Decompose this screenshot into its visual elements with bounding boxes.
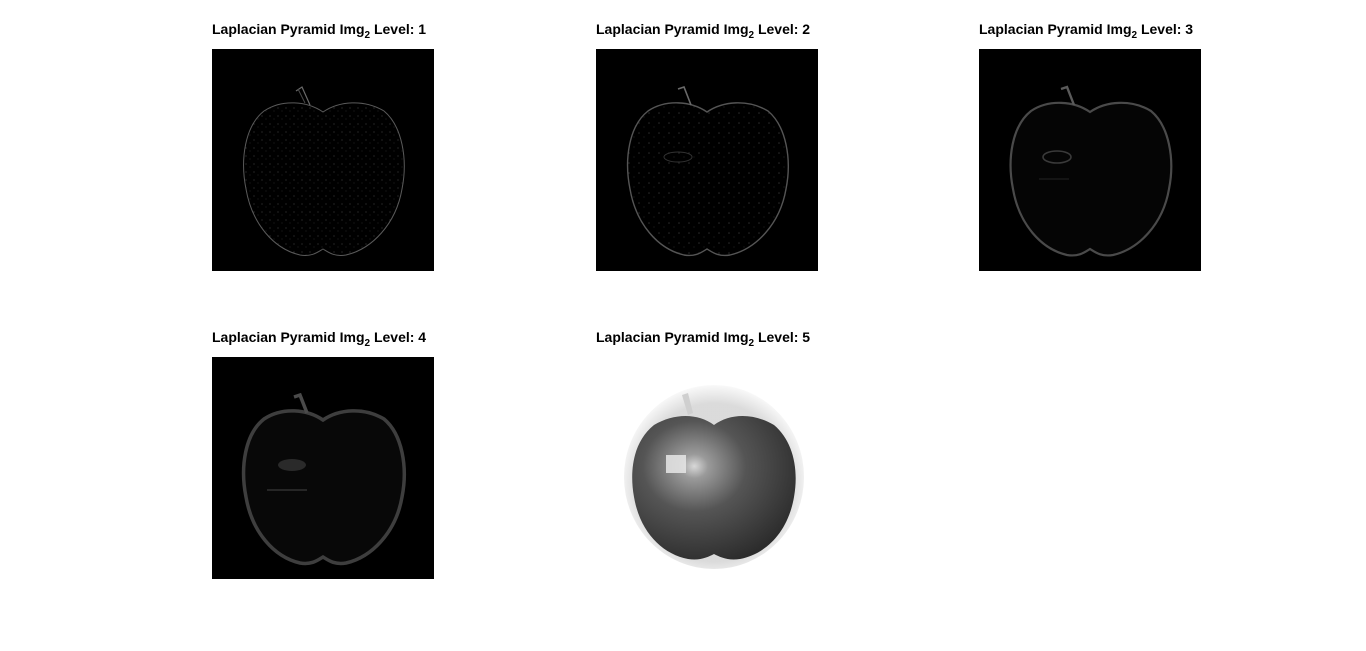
laplacian-image-level-1 [212,49,434,271]
laplacian-image-level-4 [212,357,434,579]
apple-grayscale-icon [596,357,818,579]
laplacian-image-level-2 [596,49,818,271]
apple-edge-icon [212,357,434,579]
laplacian-image-level-3 [979,49,1201,271]
apple-edge-icon [596,49,818,271]
apple-edge-icon [979,49,1201,271]
laplacian-image-level-5 [596,357,818,579]
apple-edge-icon [212,49,434,271]
